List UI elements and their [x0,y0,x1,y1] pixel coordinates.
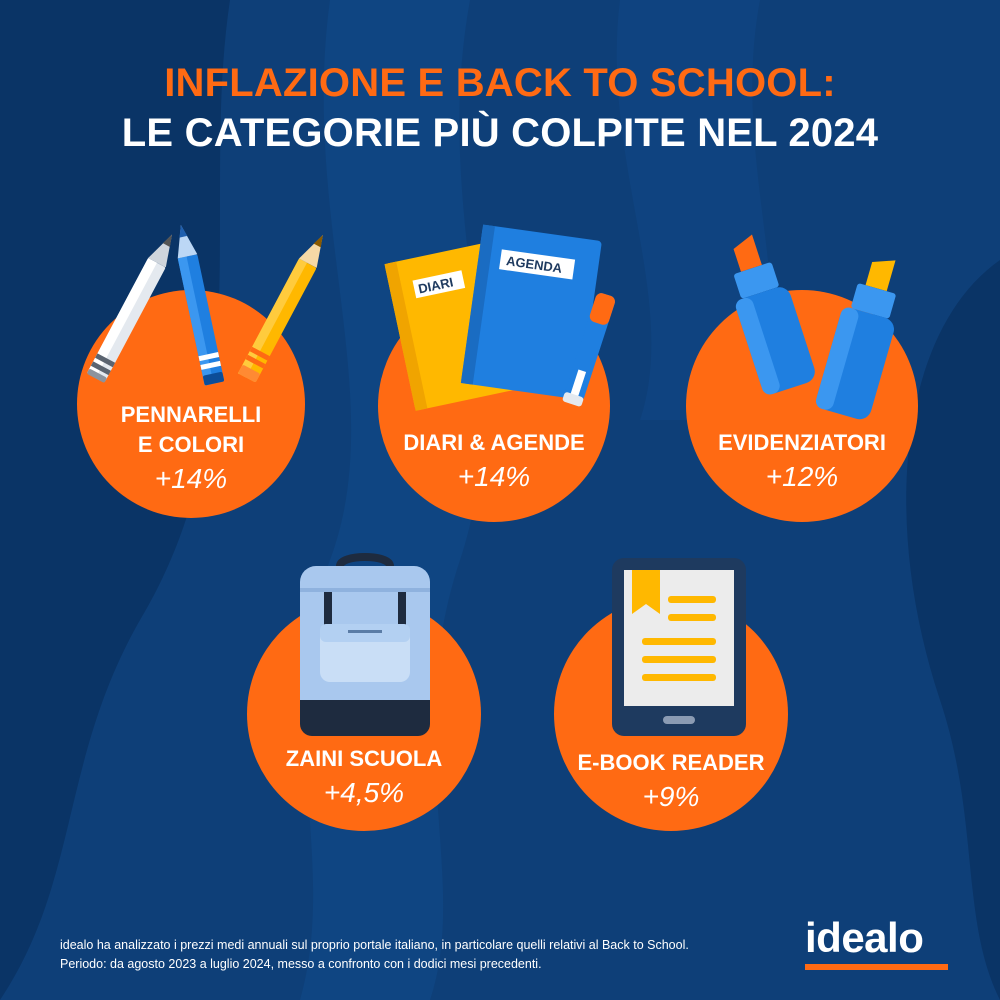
logo-underline [805,964,948,970]
footnote-line-1: idealo ha analizzato i prezzi medi annua… [60,938,689,952]
category-name: DIARI & AGENDE [403,430,585,455]
category-name-line-2: E COLORI [137,432,245,457]
notebooks-icon: DIARI AGENDA [384,224,615,411]
category-label-pennarelli: PENNARELLI E COLORI +14% [77,400,305,496]
category-change: +14% [154,463,228,494]
category-change: +9% [642,781,700,812]
diari-tag: DIARI [417,274,455,296]
category-change: +14% [457,461,531,492]
category-label-diari: DIARI & AGENDE +14% [378,428,610,494]
page-title: INFLAZIONE E BACK TO SCHOOL: LE CATEGORI… [0,58,1000,158]
category-name: EVIDENZIATORI [718,430,886,455]
pencils-icon [87,225,323,386]
category-label-zaini: ZAINI SCUOLA +4,5% [247,744,481,810]
logo-wordmark: idealo [805,914,924,961]
footnote-line-2: Periodo: da agosto 2023 a luglio 2024, m… [60,957,542,971]
idealo-logo: idealo [805,916,950,972]
category-label-ebook: E-BOOK READER +9% [554,748,788,814]
category-name: E-BOOK READER [577,750,765,775]
category-change: +4,5% [323,777,405,808]
title-line-1: INFLAZIONE E BACK TO SCHOOL: [164,61,836,105]
footnote: idealo ha analizzato i prezzi medi annua… [60,936,780,974]
ebook-reader-icon [612,558,746,736]
category-name: ZAINI SCUOLA [285,746,443,771]
category-label-evidenziatori: EVIDENZIATORI +12% [686,428,918,494]
highlighters-icon [733,234,896,420]
category-name: PENNARELLI [120,402,262,427]
backpack-icon [300,553,430,736]
category-change: +12% [765,461,839,492]
title-line-2: LE CATEGORIE PIÙ COLPITE NEL 2024 [121,111,879,155]
